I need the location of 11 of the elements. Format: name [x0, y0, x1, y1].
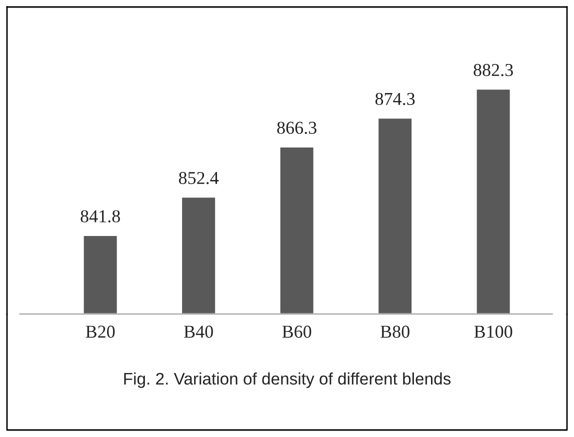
data-label: 882.3 — [474, 64, 513, 76]
data-label: 852.4 — [178, 172, 219, 184]
data-label: 874.3 — [375, 92, 415, 106]
x-tick-label: B100 — [474, 326, 512, 338]
x-tick-label: B80 — [380, 326, 410, 338]
caption: Fig. 2. Variation of density of different blends — [124, 372, 451, 388]
data-label: 841.8 — [80, 210, 120, 222]
data-label: 866.3 — [277, 122, 316, 134]
x-tick-label: B20 — [86, 326, 115, 338]
x-tick-label: B40 — [184, 326, 213, 338]
x-tick-label: B60 — [282, 326, 312, 338]
